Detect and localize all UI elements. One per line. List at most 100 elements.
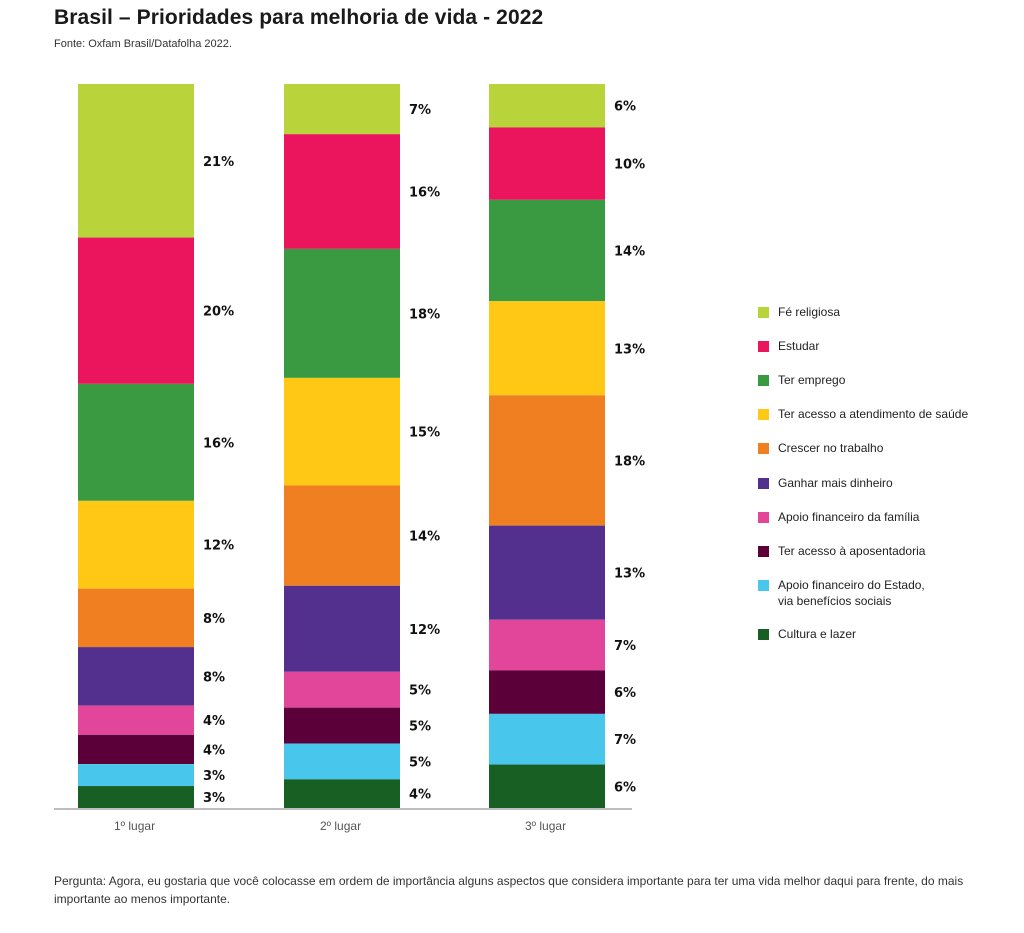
bar-stack-1: 21% 20% 16% 12% 8% 8% 4% 4% 3% 3% [78,84,234,808]
value-label: 6% [614,100,636,115]
value-label: 7% [614,733,636,748]
legend-item: Ter acesso à aposentadoria [758,543,998,559]
value-label: 13% [614,342,645,357]
bar-segment [78,734,194,765]
legend-label: Apoio financeiro do Estado, via benefíci… [778,578,925,608]
value-label: 12% [409,623,440,638]
value-label: 4% [203,714,225,729]
legend-swatch [758,307,769,318]
bar-segment [489,199,605,302]
legend-label: Ter acesso a atendimento de saúde [778,407,969,421]
value-label: 15% [409,426,440,441]
survey-question-footnote: Pergunta: Agora, eu gostaria que você co… [54,874,964,906]
bar-segment [489,619,605,671]
category-label: 3º lugar [525,819,566,833]
value-label: 10% [614,158,645,173]
value-label: 6% [614,686,636,701]
bar-segment [284,671,400,708]
bar-segment [284,585,400,672]
bar-segment [78,705,194,735]
value-label: 3% [203,769,225,784]
bar-segment [284,134,400,249]
value-label: 12% [203,539,234,554]
bar-segment [284,707,400,744]
value-label: 20% [203,305,234,320]
value-label: 18% [614,454,645,469]
legend-label: Ganhar mais dinheiro [778,476,893,490]
category-label: 1º lugar [114,819,155,833]
bar-segment [78,383,194,501]
bar-stack-3: 6% 10% 14% 13% 18% 13% 7% 6% 7% 6% [489,84,645,808]
value-label: 8% [203,670,225,685]
legend-swatch [758,409,769,420]
bar-segment [489,395,605,526]
legend-swatch [758,341,769,352]
chart-source: Fonte: Oxfam Brasil/Datafolha 2022. [54,38,232,50]
legend-label: Ter emprego [778,373,846,387]
legend-item: Fé religiosa [758,304,998,320]
legend-item: Cultura e lazer [758,626,998,642]
value-label: 5% [409,755,431,770]
value-label: 21% [203,155,234,170]
value-label: 14% [614,245,645,260]
legend-label: Cultura e lazer [778,627,857,641]
bar-segment [489,670,605,714]
value-label: 3% [203,791,225,806]
bar-segment [78,786,194,808]
category-label: 2º lugar [320,819,361,833]
value-label: 14% [409,530,440,545]
value-label: 5% [409,720,431,735]
value-label: 18% [409,307,440,322]
legend-item: Apoio financeiro do Estado, via benefíci… [758,577,998,609]
legend-item: Ter acesso a atendimento de saúde [758,406,998,422]
value-label: 16% [409,186,440,201]
bar-segment [284,248,400,378]
bar-segment [78,647,194,706]
bar-segment [284,779,400,808]
bar-segment [78,588,194,648]
legend-label: Ter acesso à aposentadoria [778,544,926,558]
legend-swatch [758,629,769,640]
legend-item: Apoio financeiro da família [758,509,998,525]
value-label: 4% [409,788,431,803]
bar-segment [489,301,605,396]
legend-swatch [758,443,769,454]
bar-stack-2: 7% 16% 18% 15% 14% 12% 5% 5% 5% 4% [284,84,440,808]
legend-item: Ter emprego [758,372,998,388]
legend-label: Apoio financeiro da família [778,510,920,524]
value-label: 16% [203,436,234,451]
bar-segment [284,377,400,486]
value-label: 7% [409,103,431,118]
legend-item: Crescer no trabalho [758,440,998,456]
chart-title: Brasil – Prioridades para melhoria de vi… [54,6,544,29]
bar-segment [284,485,400,586]
legend-swatch [758,512,769,523]
legend-item: Estudar [758,338,998,354]
bar-segment [489,84,605,128]
legend-label: Crescer no trabalho [778,441,884,455]
value-label: 6% [614,780,636,795]
bar-segment [78,237,194,384]
bar-segment [284,84,400,135]
legend-label: Fé religiosa [778,305,841,319]
bar-segment [489,525,605,620]
legend-swatch [758,546,769,557]
bar-segment [78,500,194,589]
bar-segment [489,713,605,765]
legend-swatch [758,375,769,386]
legend-swatch [758,478,769,489]
legend-item: Ganhar mais dinheiro [758,475,998,491]
bar-segment [78,764,194,787]
value-label: 7% [614,639,636,654]
bar-segment [284,743,400,780]
legend-swatch [758,580,769,591]
value-label: 4% [203,743,225,758]
value-label: 8% [203,612,225,627]
bar-segment [489,764,605,808]
bar-segment [489,127,605,200]
value-label: 5% [409,684,431,699]
value-label: 13% [614,567,645,582]
legend-label: Estudar [778,339,820,353]
bar-segment [78,84,194,238]
